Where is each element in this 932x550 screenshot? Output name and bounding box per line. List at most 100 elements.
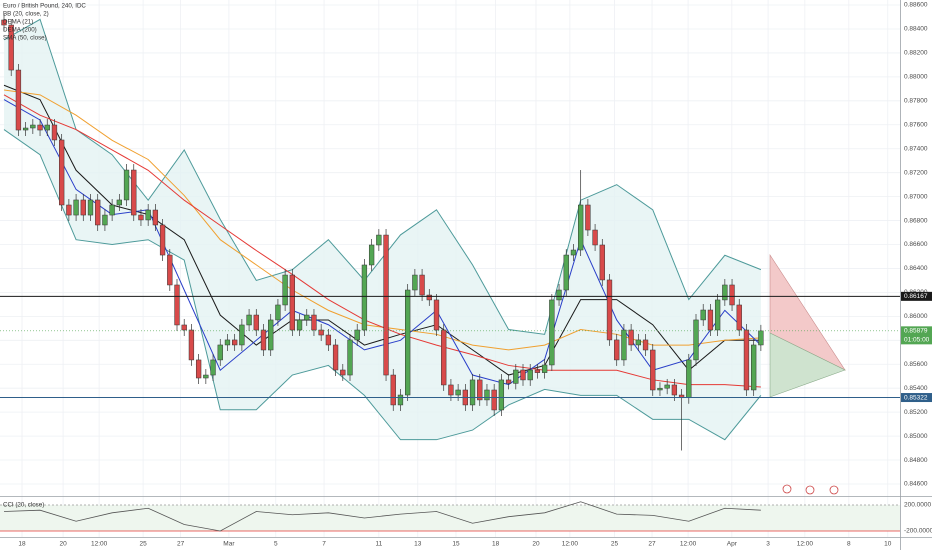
candle-body <box>642 339 649 351</box>
indicator-line <box>3 18 762 335</box>
candle-body <box>758 330 764 346</box>
x-tick-label: 27 <box>177 541 185 548</box>
x-tick-label: 18 <box>492 541 500 548</box>
candle-body <box>469 379 476 406</box>
candle-body <box>606 279 613 341</box>
candle-body <box>116 199 122 206</box>
candle-body <box>30 124 36 129</box>
candle-body <box>686 359 692 399</box>
y-tick-label: 0.88000 <box>904 74 928 81</box>
event-icon[interactable] <box>805 485 815 495</box>
candle-body <box>138 214 144 221</box>
candle-body <box>246 314 252 326</box>
candle-body <box>505 379 512 384</box>
x-tick-label: 15 <box>452 541 460 548</box>
candle-body <box>541 364 548 373</box>
candle-body <box>102 214 108 226</box>
candle-body <box>707 309 714 331</box>
candle-body <box>650 349 656 391</box>
candle-body <box>44 124 50 131</box>
x-tick-label: 10 <box>884 541 892 548</box>
x-tick-label: 25 <box>140 541 148 548</box>
y-tick-label: 0.86600 <box>904 241 928 248</box>
candle-body <box>145 209 151 221</box>
candle-body <box>397 394 404 406</box>
x-tick-label: 27 <box>648 541 656 548</box>
candle-body <box>152 209 159 226</box>
candle-body <box>268 319 274 351</box>
candle-body <box>332 344 339 371</box>
y-tick-label: 0.84800 <box>904 457 928 464</box>
candle-body <box>700 309 706 321</box>
forecast-gain <box>769 332 846 398</box>
candle-body <box>376 234 382 246</box>
y-tick-label: 0.84600 <box>904 481 928 488</box>
candle-body <box>743 329 750 391</box>
indicator-line <box>3 129 762 441</box>
indicator-line <box>3 99 762 386</box>
candle-body <box>188 329 195 361</box>
cci-band <box>0 505 900 532</box>
candle-body <box>87 199 94 216</box>
candle-body <box>59 139 65 206</box>
cci-tick-label: 200.0000 <box>904 502 931 509</box>
candle-body <box>433 299 440 331</box>
y-tick-label: 0.88600 <box>904 2 928 9</box>
y-tick-label: 0.87600 <box>904 121 928 128</box>
y-tick-label: 0.85400 <box>904 385 928 392</box>
x-tick-label: 3 <box>766 541 770 548</box>
candle-body <box>131 169 137 216</box>
x-tick-label: 12:00 <box>680 541 697 548</box>
candle-body <box>578 204 584 251</box>
candle-body <box>412 274 418 291</box>
candle-body <box>556 289 562 301</box>
candle-body <box>477 379 483 401</box>
y-tick-label: 0.85600 <box>904 361 928 368</box>
countdown-label: 01:05:00 <box>904 337 930 344</box>
cci-line <box>3 501 761 532</box>
event-icon[interactable] <box>782 484 792 494</box>
candle-body <box>484 389 490 401</box>
last-price-label: 0.85879 <box>904 328 928 335</box>
candle-body <box>455 389 461 396</box>
candle-body <box>570 249 577 256</box>
candle-body <box>253 314 259 331</box>
candle-body <box>419 274 425 296</box>
x-tick-label: 12:00 <box>91 541 108 548</box>
candle-body <box>736 304 742 331</box>
legend-entry: BB (20, close, 2) <box>3 11 49 18</box>
candle-body <box>109 204 115 216</box>
candle-body <box>671 384 678 396</box>
event-icon[interactable] <box>829 485 839 495</box>
price-tag-label: 0.85322 <box>904 394 928 401</box>
x-tick-label: 12:00 <box>562 541 579 548</box>
x-tick-label: 25 <box>611 541 619 548</box>
candle-body <box>563 254 569 291</box>
x-tick-label: 5 <box>274 541 278 548</box>
legend-entry: SMA (50, close) <box>3 35 47 42</box>
candle-body <box>635 339 641 346</box>
y-tick-label: 0.86000 <box>904 313 928 320</box>
candle-body <box>174 284 180 326</box>
x-tick-label: Mar <box>223 541 235 548</box>
candle-body <box>693 319 699 361</box>
candle-body <box>657 387 663 391</box>
candle-body <box>368 244 375 266</box>
candle-body <box>318 329 324 336</box>
candle-body <box>426 294 432 301</box>
candle-body <box>664 384 670 389</box>
y-tick-label: 0.88200 <box>904 50 928 57</box>
y-tick-label: 0.87800 <box>904 98 928 105</box>
x-tick-label: 12:00 <box>797 541 814 548</box>
candle-body <box>232 339 238 346</box>
candle-body <box>534 369 541 373</box>
candle-body <box>289 274 295 331</box>
candle-body <box>491 389 497 411</box>
y-tick-label: 0.87400 <box>904 145 928 152</box>
x-tick-label: 8 <box>847 541 851 548</box>
candle-body <box>311 314 317 331</box>
candle-body <box>354 329 360 341</box>
candle-body <box>592 229 598 246</box>
y-tick-label: 0.88400 <box>904 26 928 33</box>
